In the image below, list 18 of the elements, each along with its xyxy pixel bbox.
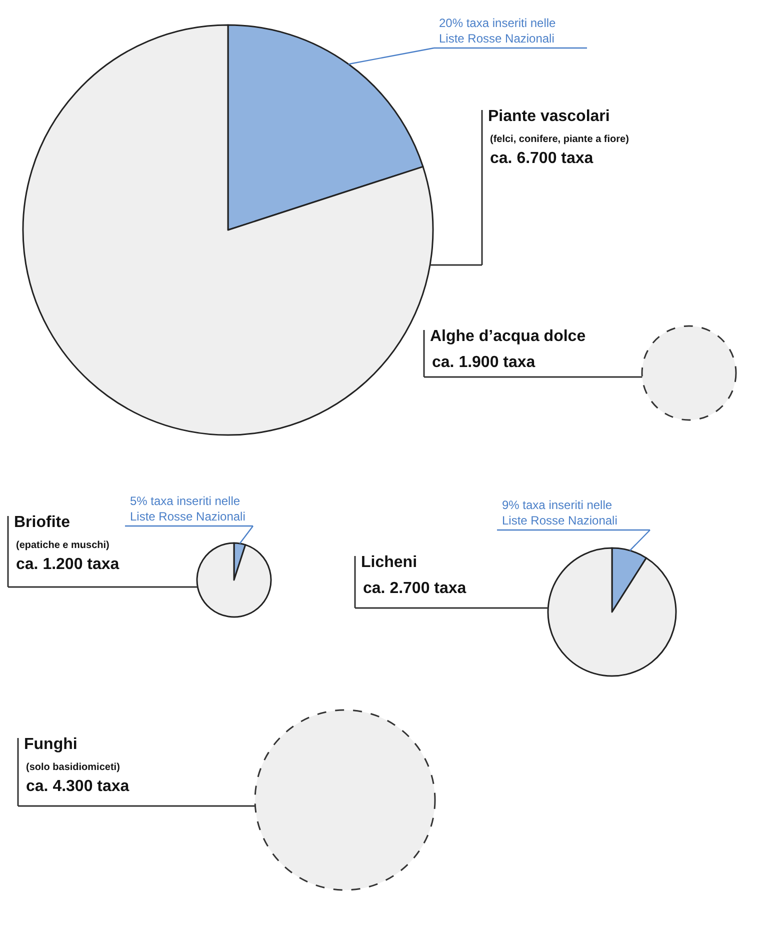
text: (felci, conifere, piante a fiore) (490, 134, 629, 145)
text: Alghe d’acqua dolce (430, 328, 586, 346)
text: ca. 1.200 taxa (16, 556, 120, 573)
slice-label: 9% taxa inseriti nelle Liste Rosse Nazionali (502, 498, 618, 528)
pie-slice (547, 547, 677, 677)
slice-label: 20% taxa inseriti nelle Liste Rosse Nazionali (439, 16, 556, 46)
text: Briofite (14, 514, 70, 532)
text: (solo basidiomiceti) (26, 762, 120, 773)
text: Funghi (24, 736, 78, 754)
text: ca. 2.700 taxa (363, 580, 466, 597)
text: ca. 4.300 taxa (26, 778, 130, 795)
text: ca. 6.700 taxa (490, 150, 594, 167)
text: ca. 1.900 taxa (432, 354, 536, 371)
text: Licheni (361, 554, 418, 572)
slice-label: 5% taxa inseriti nelle Liste Rosse Nazionali (130, 494, 246, 524)
text: (epatiche e muschi) (16, 540, 110, 551)
pie-slice (196, 542, 272, 618)
text: Piante vascolari (488, 108, 610, 126)
